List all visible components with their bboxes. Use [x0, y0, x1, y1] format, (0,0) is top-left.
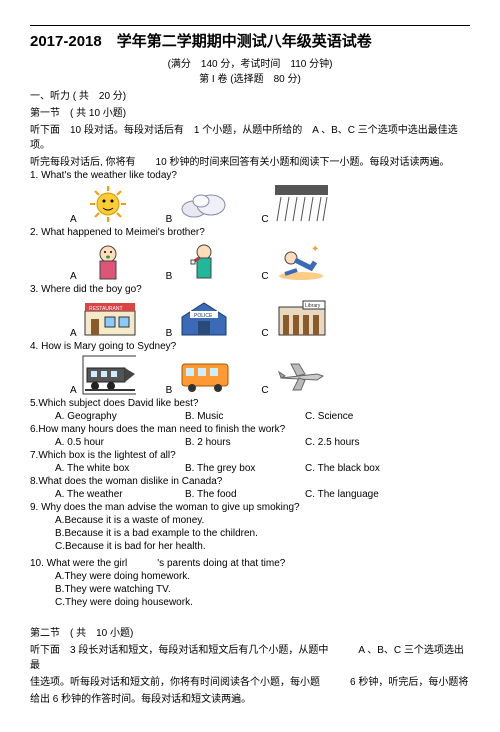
section2-instr1: 听下面 3 段长对话和短文，每段对话和短文后有几个小题，从题中 A 、B、C 三… [30, 641, 470, 671]
section2-instr2: 佳选项。听每段对话和短文前，你将有时间阅读各个小题，每小题 6 秒钟，听完后，每… [30, 673, 470, 688]
q9-b: B.Because it is a bad example to the chi… [55, 528, 470, 539]
q5: 5.Which subject does David like best? [30, 398, 470, 409]
q9-c: C.Because it is bad for her health. [55, 541, 470, 552]
svg-text:✦: ✦ [311, 244, 319, 255]
q4-images: A B C [70, 354, 470, 396]
section2-instr3: 给出 6 秒钟的作答时间。每段对话和短文读两遍。 [30, 690, 470, 705]
label-c: C [261, 214, 268, 225]
library-icon: Library [273, 297, 328, 339]
q8: 8.What does the woman dislike in Canada? [30, 476, 470, 487]
section1-instr2: 听完每段对话后, 你将有 10 秒钟的时间来回答有关小题和阅读下一小题。每段对话… [30, 153, 470, 168]
q8-options: A. The weatherB. The foodC. The language [55, 489, 470, 500]
q5-options: A. GeographyB. MusicC. Science [55, 411, 470, 422]
q6-options: A. 0.5 hourB. 2 hoursC. 2.5 hours [55, 437, 470, 448]
q2-images: A B C ✦ [70, 240, 470, 282]
q7: 7.Which box is the lightest of all? [30, 450, 470, 461]
section1-line1: 一、听力 ( 共 20 分) [30, 87, 470, 102]
q7-options: A. The white boxB. The grey boxC. The bl… [55, 463, 470, 474]
cloud-icon [176, 183, 231, 225]
q3-text: 3. Where did the boy go? [30, 284, 470, 295]
person-hurt-icon [176, 240, 231, 282]
q9: 9. Why does the man advise the woman to … [30, 502, 470, 513]
bus-icon [176, 354, 231, 396]
exam-title: 2017-2018 学年第二学期期中测试八年级英语试卷 [30, 30, 470, 51]
q1-images: A B C [70, 183, 470, 225]
person-fall-icon: ✦ [273, 240, 328, 282]
q10-a: A.They were doing homework. [55, 571, 470, 582]
svg-text:Library: Library [305, 303, 321, 309]
exam-subtitle2: 第 I 卷 (选择题 80 分) [30, 70, 470, 85]
section2-line1: 第二节 ( 共 10 小题) [30, 624, 470, 639]
person-cold-icon [81, 240, 136, 282]
plane-icon [273, 354, 328, 396]
q3-images: A RESTAURANT B POLICE C Library [70, 297, 470, 339]
q2-text: 2. What happened to Meimei's brother? [30, 227, 470, 238]
label-b: B [166, 214, 173, 225]
restaurant-icon: RESTAURANT [81, 297, 136, 339]
section1-instr1: 听下面 10 段对话。每段对话后有 1 个小题，从题中所给的 A 、B、C 三个… [30, 121, 470, 151]
sun-icon [81, 183, 136, 225]
exam-subtitle1: (满分 140 分，考试时间 110 分钟) [30, 55, 470, 70]
section1-line2: 第一节 ( 共 10 小题) [30, 104, 470, 119]
q10: 10. What were the girl 's parents doing … [30, 554, 470, 569]
q6: 6.How many hours does the man need to fi… [30, 424, 470, 435]
rain-icon [273, 183, 328, 225]
q1-text: 1. What's the weather like today? [30, 170, 470, 181]
police-icon: POLICE [176, 297, 231, 339]
q10-b: B.They were watching TV. [55, 584, 470, 595]
q9-a: A.Because it is a waste of money. [55, 515, 470, 526]
svg-text:POLICE: POLICE [194, 313, 213, 319]
svg-text:RESTAURANT: RESTAURANT [89, 306, 123, 312]
q4-text: 4. How is Mary going to Sydney? [30, 341, 470, 352]
q10-c: C.They were doing housework. [55, 597, 470, 608]
label-a: A [70, 214, 77, 225]
rule-line [30, 25, 470, 26]
train-icon [81, 354, 136, 396]
